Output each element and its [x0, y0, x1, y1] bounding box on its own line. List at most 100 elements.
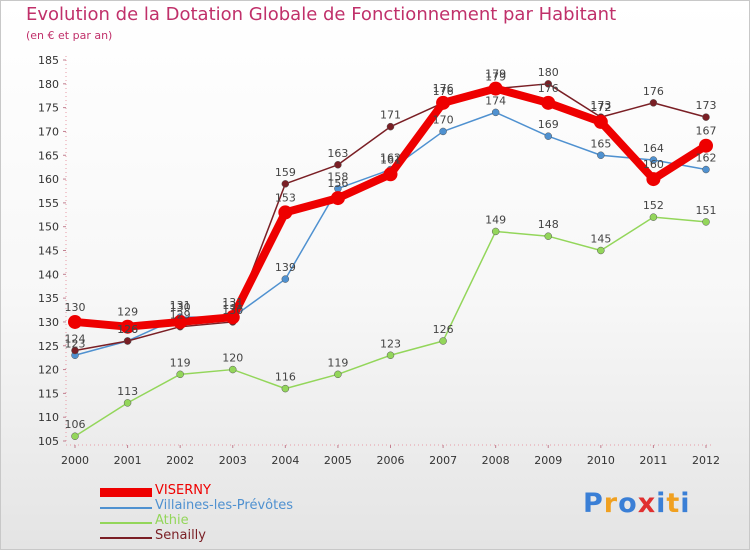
data-label: 124: [65, 333, 86, 346]
data-label: 179: [485, 68, 506, 81]
legend-label: Athie: [155, 513, 189, 528]
data-label: 130: [170, 301, 191, 314]
x-tick-label: 2007: [429, 454, 457, 467]
y-tick-label: 165: [38, 149, 59, 162]
x-tick-label: 2001: [114, 454, 142, 467]
y-tick-label: 120: [38, 364, 59, 377]
proxiti-logo: Proxiti: [583, 488, 691, 519]
y-tick-label: 170: [38, 125, 59, 138]
data-point: [544, 132, 552, 140]
y-tick-label: 155: [38, 197, 59, 210]
data-point: [593, 114, 608, 129]
x-tick-label: 2000: [61, 454, 89, 467]
data-point: [597, 246, 605, 255]
x-tick-label: 2005: [324, 454, 352, 467]
x-tick-label: 2006: [377, 454, 405, 467]
data-point: [702, 218, 710, 226]
y-tick-label: 110: [38, 411, 59, 424]
x-tick-label: 2010: [587, 454, 615, 467]
data-label: 116: [275, 371, 296, 384]
data-label: 169: [538, 118, 559, 131]
data-label: 162: [380, 152, 401, 165]
data-point: [71, 432, 79, 440]
x-tick-label: 2008: [482, 454, 510, 467]
data-label: 149: [485, 213, 506, 226]
data-label: 126: [117, 323, 138, 336]
data-label: 153: [275, 191, 296, 204]
data-label: 163: [327, 147, 348, 160]
legend-swatch: [100, 521, 152, 524]
data-label: 179: [485, 71, 506, 84]
data-label: 129: [170, 309, 191, 322]
data-point: [123, 399, 132, 407]
x-tick-label: 2012: [692, 454, 720, 467]
data-label: 162: [696, 152, 717, 165]
y-tick-label: 135: [38, 292, 59, 305]
data-labels-layer: 106 113 119 120 116 119 123 126 149 148 145 152 151 1…: [65, 66, 717, 431]
data-label: 119: [327, 356, 348, 369]
data-label: 126: [433, 323, 454, 336]
chart-axes: 1051101151201251301351401451501551601651…: [38, 54, 720, 467]
data-point: [597, 151, 605, 159]
data-label: 123: [65, 337, 86, 350]
y-tick-label: 115: [38, 387, 59, 400]
data-point: [281, 180, 290, 188]
data-label: 173: [696, 99, 717, 112]
data-point: [123, 337, 132, 345]
data-point: [649, 213, 658, 221]
data-label: 156: [327, 177, 348, 190]
data-point: [120, 319, 135, 334]
y-tick-label: 130: [38, 316, 59, 329]
x-tick-label: 2011: [639, 454, 667, 467]
data-label: 176: [538, 82, 559, 95]
y-tick-label: 185: [38, 54, 59, 67]
legend-label: VISERNY: [155, 483, 211, 498]
data-point: [334, 161, 342, 169]
data-label: 123: [380, 337, 401, 350]
data-label: 113: [117, 385, 138, 398]
data-point: [68, 314, 82, 329]
data-point: [386, 122, 395, 131]
data-label: 130: [222, 304, 243, 317]
data-label: 176: [643, 85, 664, 98]
data-label: 172: [590, 101, 611, 114]
x-tick-label: 2003: [219, 454, 247, 467]
chart-subtitle: (en € et par an): [26, 29, 113, 42]
data-point: [383, 167, 398, 182]
data-point: [281, 384, 290, 393]
data-point: [702, 113, 710, 121]
data-label: 173: [590, 99, 611, 112]
data-label: 165: [590, 137, 611, 150]
data-label: 130: [65, 301, 86, 314]
data-point: [488, 81, 503, 96]
data-point: [649, 156, 658, 164]
data-label: 145: [590, 233, 611, 246]
data-point: [541, 95, 556, 110]
y-tick-label: 125: [38, 340, 59, 353]
data-point: [544, 80, 552, 88]
data-point: [281, 275, 290, 283]
data-point: [649, 99, 658, 107]
data-label: 176: [433, 85, 454, 98]
data-point: [334, 370, 342, 379]
data-label: 129: [117, 306, 138, 319]
data-label: 176: [433, 82, 454, 95]
y-tick-label: 180: [38, 78, 59, 91]
y-tick-label: 145: [38, 245, 59, 258]
y-tick-label: 140: [38, 268, 59, 281]
legend-swatch: [100, 488, 152, 497]
data-label: 131: [222, 296, 243, 309]
data-label: 131: [170, 299, 191, 312]
data-point: [71, 346, 79, 355]
data-point: [544, 232, 552, 240]
x-tick-label: 2002: [166, 454, 194, 467]
data-point: [491, 227, 500, 236]
data-label: 120: [222, 352, 243, 365]
x-tick-label: 2004: [271, 454, 299, 467]
data-label: 160: [643, 158, 664, 171]
data-point: [229, 365, 237, 374]
data-label: 158: [327, 171, 348, 184]
data-point: [646, 172, 661, 187]
legend-swatch: [100, 506, 152, 509]
